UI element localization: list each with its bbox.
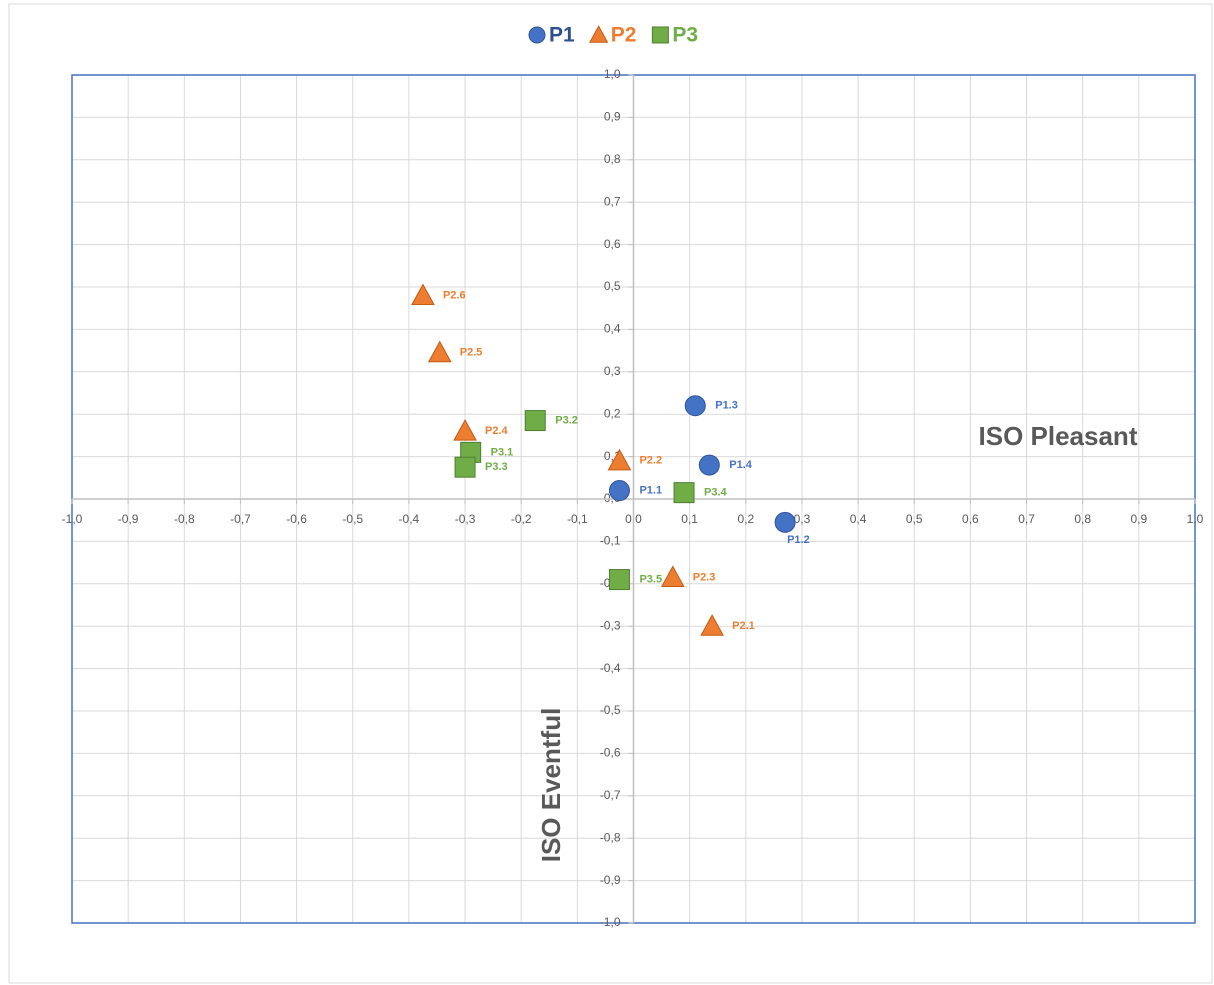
y-tick-label: -0,8 bbox=[600, 830, 621, 844]
y-tick-label: -0,5 bbox=[600, 703, 621, 717]
y-tick-label: -0,6 bbox=[600, 746, 621, 760]
y-tick-label: 0,4 bbox=[604, 322, 621, 336]
y-tick-label: -1,0 bbox=[600, 915, 621, 929]
data-point bbox=[774, 511, 796, 533]
y-tick-label: -0,3 bbox=[600, 618, 621, 632]
data-point bbox=[608, 569, 630, 591]
data-point bbox=[411, 283, 435, 305]
data-point bbox=[684, 395, 706, 417]
point-label: P2.5 bbox=[460, 347, 483, 359]
point-label: P1.1 bbox=[639, 484, 662, 496]
x-tick-label: -0,7 bbox=[230, 512, 251, 526]
data-point bbox=[698, 454, 720, 476]
y-tick-label: 1,0 bbox=[604, 67, 621, 81]
data-point bbox=[427, 340, 452, 363]
x-tick-label: 0,7 bbox=[1018, 512, 1035, 526]
y-tick-label: -0,9 bbox=[600, 873, 621, 887]
data-point bbox=[700, 614, 724, 636]
legend-marker bbox=[651, 26, 669, 44]
legend-label: P2 bbox=[611, 24, 637, 47]
point-label: P3.3 bbox=[485, 461, 508, 473]
x-tick-label: 0,3 bbox=[794, 512, 811, 526]
legend-marker bbox=[589, 25, 609, 43]
point-label: P3.4 bbox=[704, 487, 728, 499]
chart-frame bbox=[8, 3, 1213, 984]
x-tick-label: -1,0 bbox=[62, 512, 83, 526]
x-tick-label: -0,9 bbox=[118, 512, 139, 526]
y-tick-label: 0,9 bbox=[604, 110, 621, 124]
point-label: P3.2 bbox=[555, 414, 578, 426]
data-point bbox=[608, 480, 630, 502]
x-tick-label: -0,6 bbox=[286, 512, 307, 526]
y-tick-label: -0,7 bbox=[600, 788, 621, 802]
x-tick-label: -0,8 bbox=[174, 512, 195, 526]
data-point bbox=[673, 482, 695, 504]
data-point bbox=[453, 419, 477, 441]
y-tick-label: 0,5 bbox=[604, 279, 621, 293]
data-point bbox=[660, 565, 685, 587]
y-tick-label: 0,7 bbox=[604, 194, 621, 208]
x-tick-label: 0,6 bbox=[962, 512, 979, 526]
point-label: P3.1 bbox=[491, 446, 514, 458]
x-tick-label: -0,2 bbox=[511, 512, 532, 526]
x-tick-label: -0,3 bbox=[455, 512, 476, 526]
point-label: P2.6 bbox=[443, 289, 466, 301]
y-tick-label: 0,8 bbox=[604, 152, 621, 166]
x-axis-title: ISO Pleasant bbox=[979, 421, 1138, 451]
point-label: P2.1 bbox=[732, 620, 755, 632]
legend-marker bbox=[528, 26, 546, 44]
y-tick-label: 0,2 bbox=[604, 406, 621, 420]
x-tick-label: 0,9 bbox=[1131, 512, 1148, 526]
x-tick-label: 0,5 bbox=[906, 512, 923, 526]
point-label: P2.2 bbox=[639, 455, 662, 467]
point-label: P1.2 bbox=[787, 534, 810, 546]
x-tick-label: 0,2 bbox=[737, 512, 754, 526]
point-label: P3.5 bbox=[639, 573, 662, 585]
x-tick-label: 0,1 bbox=[681, 512, 698, 526]
y-tick-label: -0,1 bbox=[600, 534, 621, 548]
y-tick-label: 0,3 bbox=[604, 364, 621, 378]
point-label: P2.3 bbox=[693, 571, 716, 583]
point-label: P1.3 bbox=[715, 400, 738, 412]
y-tick-label: -0,4 bbox=[600, 661, 621, 675]
y-axis-title: ISO Eventful bbox=[536, 708, 566, 863]
point-label: P2.4 bbox=[485, 425, 509, 437]
x-tick-label: -0,1 bbox=[567, 512, 588, 526]
x-tick-label: 0,4 bbox=[850, 512, 867, 526]
x-tick-label: -0,5 bbox=[342, 512, 363, 526]
data-point bbox=[607, 448, 632, 471]
point-label: P1.4 bbox=[729, 459, 753, 471]
data-point bbox=[524, 410, 546, 432]
legend-label: P3 bbox=[672, 24, 698, 47]
legend-label: P1 bbox=[549, 24, 575, 47]
x-tick-label: 1,0 bbox=[1187, 512, 1204, 526]
x-tick-label: 0,8 bbox=[1074, 512, 1091, 526]
x-tick-label: -0,4 bbox=[399, 512, 420, 526]
data-point bbox=[454, 456, 476, 478]
y-tick-label: 0,6 bbox=[604, 237, 621, 251]
